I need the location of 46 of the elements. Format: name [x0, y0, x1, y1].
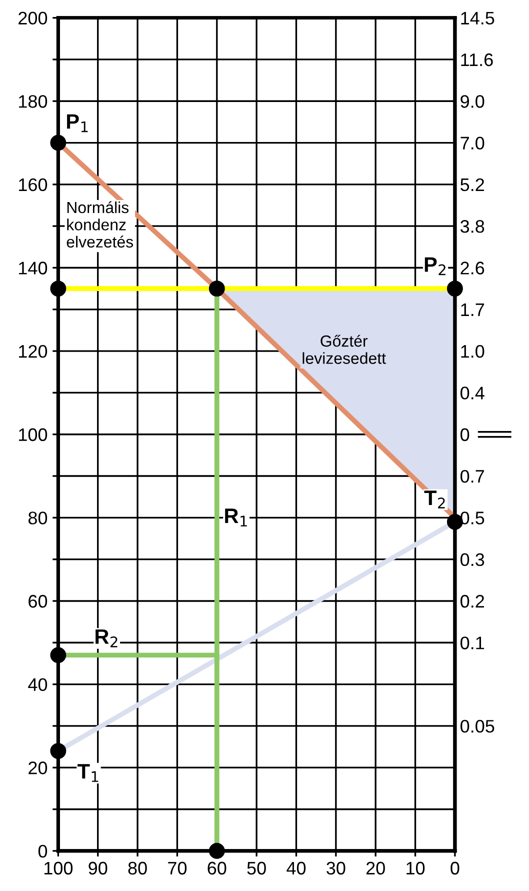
category-label: 0.3 — [460, 553, 484, 566]
category-label: 2.6 — [460, 262, 484, 274]
annotation: Normális kondenz elvezetés — [66, 201, 134, 248]
annotation: Gőztér levizesedett — [302, 334, 386, 364]
y-tick-label: 100 — [19, 428, 48, 442]
category-label: 14.5 — [461, 12, 494, 25]
category-label: 3.8 — [460, 220, 484, 233]
category-label: 0 — [460, 428, 470, 442]
annotation: R$_{1}$ — [225, 508, 247, 526]
annotation: T$_{1}$ — [78, 764, 98, 782]
category-label: 11.6 — [461, 53, 493, 66]
annotation: T$_{2}$ — [424, 490, 445, 508]
y-tick-label: 120 — [19, 344, 48, 358]
x-tick-label: 40 — [286, 862, 306, 875]
x-tick-label: 30 — [326, 862, 346, 875]
category-label: 0.4 — [460, 386, 484, 400]
x-tick-label: 70 — [168, 862, 187, 875]
x-tick-label: 0 — [450, 862, 460, 875]
y-tick-label: 80 — [28, 512, 48, 524]
category-label: 0.05 — [460, 720, 494, 733]
x-tick-label: 60 — [208, 862, 226, 875]
x-tick-label: 20 — [366, 862, 385, 875]
category-label: 1.7 — [461, 304, 484, 316]
category-label: 0.7 — [460, 470, 484, 483]
category-label: 0.1 — [460, 636, 484, 650]
x-tick-label: 50 — [247, 862, 266, 875]
x-tick-label: 80 — [128, 862, 147, 875]
annotation: P$_{2}$ — [424, 257, 446, 276]
category-label: 5.2 — [460, 178, 484, 192]
category-label: 9.0 — [460, 95, 484, 108]
y-tick-label: 180 — [19, 95, 48, 108]
y-tick-label: 0 — [38, 844, 48, 858]
y-tick-label: 60 — [28, 594, 48, 608]
annotation: P$_{1}$ — [67, 114, 88, 132]
x-tick-label: 10 — [406, 862, 425, 875]
category-label: 7.0 — [460, 136, 484, 150]
y-tick-label: 40 — [28, 678, 48, 692]
y-tick-label: 20 — [28, 762, 48, 774]
y-tick-label: 160 — [19, 178, 48, 192]
category-label: 0.2 — [460, 594, 484, 608]
x-tick-label: 100 — [44, 862, 73, 875]
y-tick-label: 200 — [18, 12, 48, 25]
y-tick-label: 140 — [19, 262, 48, 274]
x-tick-label: 90 — [88, 862, 108, 875]
category-label: 1.0 — [461, 344, 484, 358]
annotation: R$_{2}$ — [96, 629, 118, 648]
